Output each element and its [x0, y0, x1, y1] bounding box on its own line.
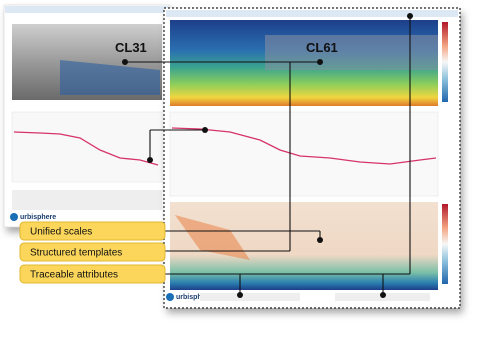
logo-icon	[166, 293, 174, 301]
colorbar	[442, 22, 448, 102]
plot-feature	[265, 35, 438, 70]
callout: Structured templates	[19, 242, 166, 262]
callout-text: Structured templates	[30, 248, 122, 259]
logo-icon	[10, 213, 18, 221]
plot-image	[169, 111, 439, 197]
callout: Traceable attributes	[19, 264, 166, 284]
device-label: CL31	[115, 40, 147, 55]
colorbar	[442, 204, 448, 284]
callout-text: Unified scales	[30, 227, 92, 238]
logo: urbisphere	[176, 294, 212, 301]
connector-dots	[122, 13, 413, 298]
header-bar	[5, 6, 168, 13]
profile-line	[13, 131, 159, 166]
device-label: CL61	[306, 40, 338, 55]
plot-feature	[175, 215, 250, 260]
callout-text: Traceable attributes	[30, 270, 118, 281]
plot-image	[12, 190, 162, 210]
logo: urbisphere	[20, 214, 56, 221]
attribute-box	[200, 293, 300, 301]
header-bar	[166, 10, 458, 17]
panel-border	[163, 7, 461, 309]
connectors	[125, 16, 411, 295]
plot-image	[11, 111, 163, 183]
callout: Unified scales	[19, 221, 166, 241]
plot-feature	[60, 60, 160, 95]
profile-line	[171, 127, 437, 165]
